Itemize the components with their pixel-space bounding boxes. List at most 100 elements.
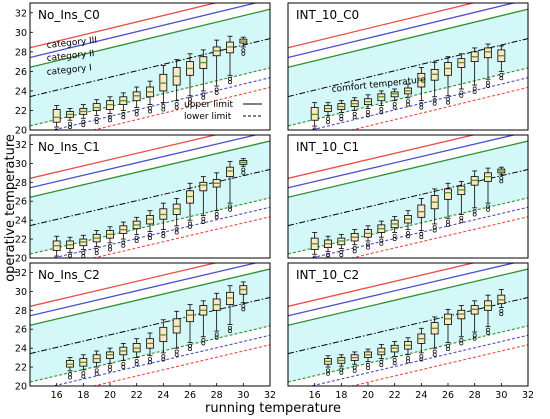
comfort-temperature-line — [30, 296, 270, 355]
y-tick-label: 30 — [15, 159, 27, 170]
box-x22 — [390, 341, 399, 366]
x-tick-label: 24 — [157, 390, 169, 401]
panel-title: INT_10_C0 — [296, 8, 359, 22]
comfort-temperature-line — [288, 168, 528, 227]
lower-limit-cat3 — [91, 344, 270, 386]
outlier-point — [174, 105, 179, 110]
upper-limit-cat3 — [288, 263, 476, 307]
box-x24 — [417, 327, 426, 362]
y-tick-label: 22 — [15, 363, 27, 374]
outlier-point — [68, 375, 72, 380]
box-x19 — [92, 350, 101, 376]
panel-int-10-c2: 16 18 20 22 24 26 28 30 32 INT_10_C2 — [287, 262, 534, 401]
outlier-point — [121, 115, 126, 120]
upper-limit-cat2 — [30, 263, 259, 317]
outlier-point — [446, 343, 450, 348]
outlier-point — [94, 368, 99, 373]
panel-plot-area — [30, 3, 270, 130]
outlier-point — [81, 123, 86, 128]
box-x20 — [364, 94, 372, 118]
x-tick-label: 30 — [495, 390, 507, 401]
x-tick-label: 18 — [77, 390, 89, 401]
panel-plot-area — [30, 135, 270, 258]
outlier-point — [459, 93, 464, 98]
outlier-point — [352, 365, 357, 370]
outlier-point — [68, 256, 72, 258]
outlier-point — [148, 106, 152, 110]
outlier-point — [486, 84, 490, 88]
box-x24 — [417, 197, 426, 240]
outlier-point — [406, 230, 410, 235]
legend-upper-label: upper limit — [184, 100, 233, 110]
outlier-point — [419, 235, 424, 240]
outlier-point — [313, 131, 316, 134]
box-x29 — [484, 43, 492, 88]
outlier-point — [81, 371, 86, 376]
y-axis-label: operative temperature — [3, 134, 18, 282]
outlier-point — [366, 109, 370, 114]
outlier-point — [419, 354, 424, 359]
box-x20 — [106, 96, 114, 123]
outlier-point — [419, 105, 424, 110]
panel-int-10-c0: INT_10_C0 — [287, 2, 529, 134]
outlier-point — [446, 347, 450, 352]
upper-limit-cat2 — [288, 3, 517, 59]
outlier-point — [228, 329, 232, 334]
panel-title: No_Ins_C2 — [38, 268, 100, 282]
outlier-point — [366, 245, 370, 250]
x-tick-label: 26 — [184, 390, 196, 401]
outlier-point — [339, 117, 344, 122]
y-tick-label: 24 — [15, 344, 27, 355]
upper-limit-cat3 — [30, 135, 218, 179]
outlier-point — [379, 363, 384, 368]
box-x30 — [497, 289, 506, 317]
box-x23 — [404, 210, 412, 239]
box-x26 — [186, 304, 194, 352]
box-x26 — [444, 182, 452, 227]
outlier-point — [188, 343, 192, 348]
box-x22 — [132, 86, 141, 117]
box-x19 — [92, 99, 101, 125]
box-x25 — [430, 316, 439, 357]
outlier-point — [446, 222, 450, 227]
x-tick-label: 26 — [442, 390, 454, 401]
outlier-point — [392, 361, 397, 366]
outlier-point — [446, 100, 450, 105]
outlier-point — [339, 370, 344, 375]
outlier-point — [379, 110, 384, 115]
panel-title: INT_10_C1 — [296, 140, 359, 154]
annotation-cat2: category II — [46, 49, 95, 64]
outlier-point — [201, 216, 206, 221]
outlier-point — [459, 219, 464, 224]
y-tick-label: 24 — [15, 86, 27, 97]
upper-limit-cat2 — [30, 3, 259, 59]
comfort-temperature-line — [30, 168, 270, 227]
outlier-point — [326, 120, 330, 125]
upper-limit-cat3 — [30, 263, 218, 307]
box-x20 — [106, 347, 114, 372]
upper-limit-cat2 — [288, 263, 517, 317]
x-tick-label: 24 — [415, 390, 427, 401]
outlier-point — [94, 248, 99, 252]
outlier-point — [241, 51, 246, 56]
outlier-point — [121, 243, 126, 248]
upper-limit-cat1 — [30, 268, 270, 326]
outlier-point — [161, 104, 166, 109]
outlier-point — [406, 102, 410, 107]
upper-limit-cat2 — [288, 135, 517, 189]
y-tick-label: 24 — [15, 216, 27, 227]
panel-frame — [29, 262, 271, 387]
comfort-temperature-line — [288, 296, 528, 355]
upper-limit-cat3 — [30, 3, 218, 49]
outlier-point — [201, 220, 206, 224]
box-x25 — [172, 59, 181, 110]
box-x29 — [484, 167, 492, 212]
comfort-temperature-line — [30, 38, 270, 98]
lower-limit-cat3 — [349, 86, 528, 130]
outlier-point — [81, 254, 86, 258]
outlier-point — [161, 234, 166, 239]
y-tick-label: 32 — [15, 268, 27, 279]
box-x21 — [119, 343, 128, 370]
x-tick-label: 16 — [51, 390, 63, 401]
